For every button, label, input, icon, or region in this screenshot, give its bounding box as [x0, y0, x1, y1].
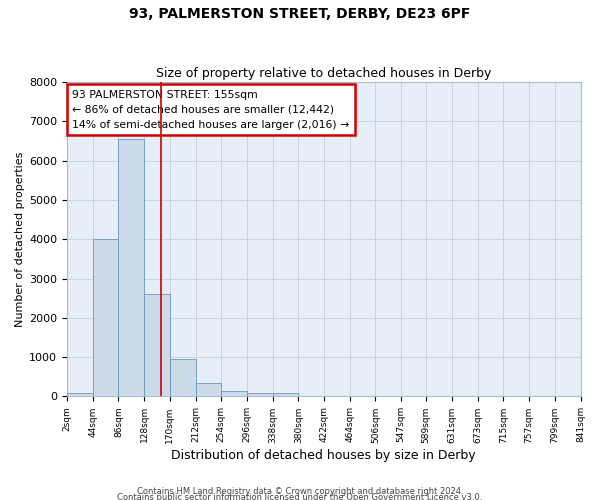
Bar [221, 392, 247, 396]
Title: Size of property relative to detached houses in Derby: Size of property relative to detached ho… [156, 66, 491, 80]
Bar [272, 392, 298, 396]
X-axis label: Distribution of detached houses by size in Derby: Distribution of detached houses by size … [172, 450, 476, 462]
Text: Contains HM Land Registry data © Crown copyright and database right 2024.: Contains HM Land Registry data © Crown c… [137, 486, 463, 496]
Bar [247, 392, 272, 396]
Text: 93 PALMERSTON STREET: 155sqm
← 86% of detached houses are smaller (12,442)
14% o: 93 PALMERSTON STREET: 155sqm ← 86% of de… [72, 90, 349, 130]
Bar [67, 392, 93, 396]
Text: 93, PALMERSTON STREET, DERBY, DE23 6PF: 93, PALMERSTON STREET, DERBY, DE23 6PF [130, 8, 470, 22]
Bar [170, 359, 196, 397]
Bar [196, 384, 221, 396]
Bar [93, 240, 118, 396]
Text: Contains public sector information licensed under the Open Government Licence v3: Contains public sector information licen… [118, 492, 482, 500]
Bar [144, 294, 170, 396]
Y-axis label: Number of detached properties: Number of detached properties [15, 152, 25, 327]
Bar [118, 139, 144, 396]
